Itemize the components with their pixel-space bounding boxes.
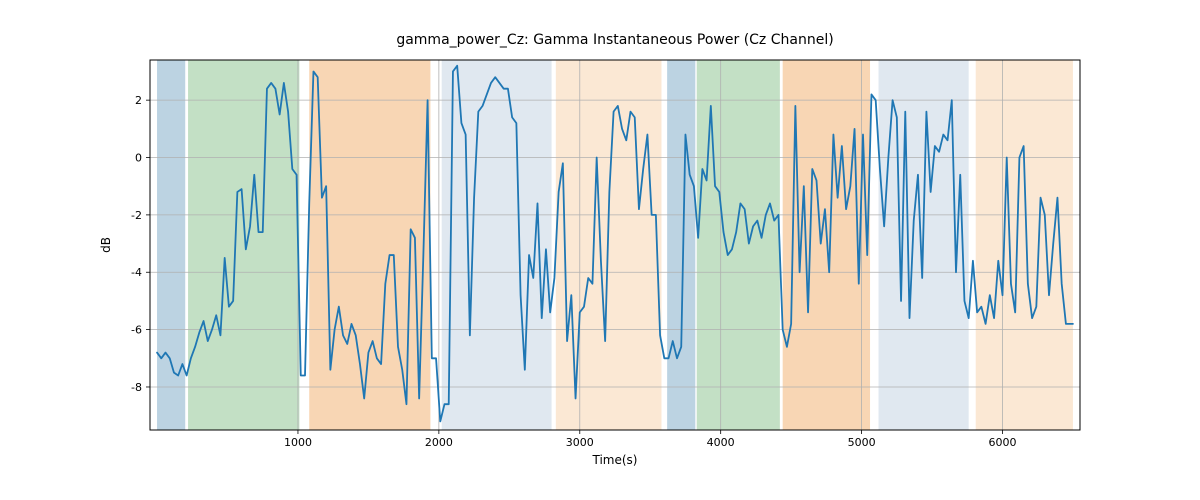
y-tick-label: -8 bbox=[131, 381, 142, 394]
y-tick-label: -4 bbox=[131, 266, 142, 279]
y-tick-label: 0 bbox=[135, 152, 142, 165]
shaded-region-1 bbox=[188, 60, 299, 430]
y-axis-label: dB bbox=[99, 237, 113, 253]
line-chart: 1000 2000 3000 4000 5000 6000 -8 -6 -4 -2 0 2 Time(s… bbox=[0, 0, 1200, 500]
shaded-region-5 bbox=[667, 60, 695, 430]
y-tick-label: 2 bbox=[135, 94, 142, 107]
x-axis-label: Time(s) bbox=[592, 453, 638, 467]
shaded-regions bbox=[157, 60, 1073, 430]
y-tick-label: -2 bbox=[131, 209, 142, 222]
x-tick-label: 4000 bbox=[707, 436, 735, 449]
chart-title: gamma_power_Cz: Gamma Instantaneous Powe… bbox=[396, 32, 833, 48]
x-tick-label: 3000 bbox=[566, 436, 594, 449]
x-tick-label: 5000 bbox=[848, 436, 876, 449]
x-tick-label: 6000 bbox=[989, 436, 1017, 449]
x-tick-label: 1000 bbox=[284, 436, 312, 449]
y-tick-label: -6 bbox=[131, 324, 142, 337]
shaded-region-6 bbox=[697, 60, 780, 430]
shaded-region-9 bbox=[976, 60, 1073, 430]
x-tick-label: 2000 bbox=[425, 436, 453, 449]
shaded-region-0 bbox=[157, 60, 185, 430]
